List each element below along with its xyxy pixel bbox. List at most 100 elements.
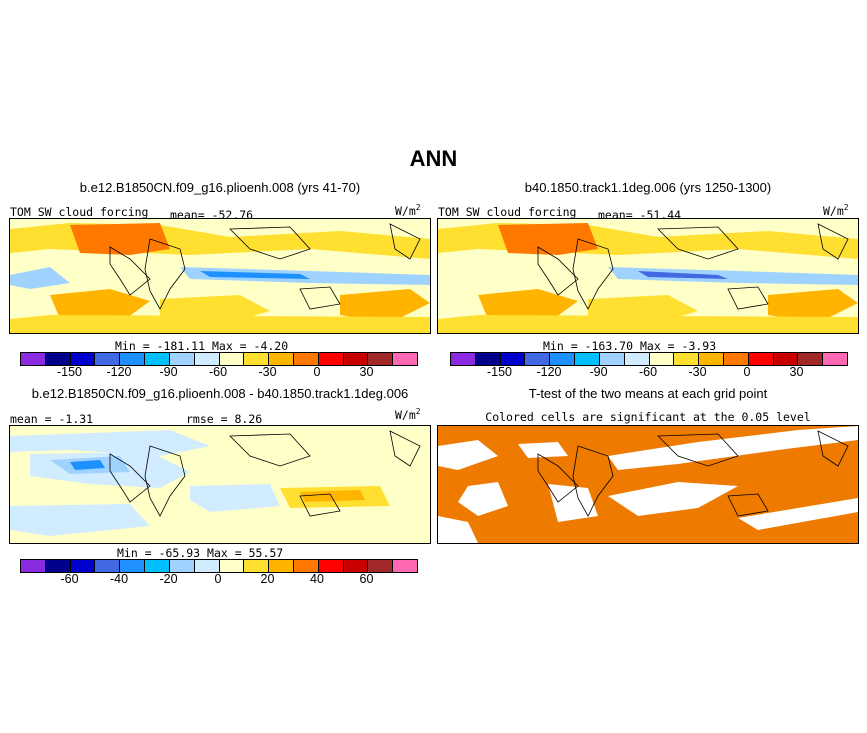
colorbar-swatch xyxy=(773,353,799,365)
colorbar-tick-label: -60 xyxy=(638,365,658,379)
colorbar-swatch xyxy=(145,560,170,572)
colorbar-swatch xyxy=(575,353,600,365)
figure-title: ANN xyxy=(409,146,458,171)
panel-title-top-right: b40.1850.track1.1deg.006 (yrs 1250-1300) xyxy=(524,180,772,195)
colorbar-swatch xyxy=(343,353,369,365)
colorbar-tick-label: 0 xyxy=(313,365,321,379)
colorbar-swatch xyxy=(823,353,847,365)
colorbar-swatch xyxy=(723,353,749,365)
units-label-top-left: W/m2 xyxy=(395,203,421,218)
colorbar-top-right xyxy=(450,352,848,366)
colorbar-labels-top-left: -150 -120 -90 -60 -30 0 30 xyxy=(20,365,416,381)
colorbar-labels-bottom-left: -60 -40 -20 0 20 40 60 xyxy=(20,572,416,588)
colorbar-swatch xyxy=(45,353,71,365)
mean-label-bottom-left: mean = -1.31 xyxy=(10,412,94,426)
min-value-top-right: -163.70 xyxy=(584,339,634,353)
max-value-top-right: -3.93 xyxy=(681,339,717,353)
colorbar-tick-label: -90 xyxy=(589,365,608,379)
colorbar-tick-label: -90 xyxy=(159,365,178,379)
min-max-top-left: Min = -181.11 Max = -4.20 xyxy=(115,339,289,353)
colorbar-swatch xyxy=(674,353,700,365)
colorbar-swatch xyxy=(70,353,96,365)
colorbar-swatch xyxy=(194,353,220,365)
colorbar-tick-label: -20 xyxy=(159,572,178,586)
min-max-top-right: Min = -163.70 Max = -3.93 xyxy=(543,339,717,353)
colorbar-swatch xyxy=(293,353,319,365)
map-panel-top-left xyxy=(9,218,431,334)
map-panel-top-right xyxy=(437,218,859,334)
min-value-top-left: -181.11 xyxy=(156,339,206,353)
colorbar-swatch xyxy=(219,353,245,365)
colorbar-tick-label: -150 xyxy=(486,365,513,379)
colorbar-swatch xyxy=(269,560,294,572)
colorbar-tick-label: -30 xyxy=(688,365,707,379)
panel-title-bottom-left: b.e12.B1850CN.f09_g16.plioenh.008 - b40.… xyxy=(31,386,409,401)
colorbar-swatch xyxy=(500,353,526,365)
colorbar-swatch xyxy=(475,353,501,365)
colorbar-swatch xyxy=(45,560,71,572)
colorbar-swatch xyxy=(393,560,417,572)
colorbar-swatch xyxy=(120,353,146,365)
colorbar-tick-label: -60 xyxy=(208,365,228,379)
panel-title-top-left: b.e12.B1850CN.f09_g16.plioenh.008 (yrs 4… xyxy=(79,180,361,195)
map-panel-bottom-right xyxy=(437,425,859,544)
colorbar-tick-label: 0 xyxy=(743,365,751,379)
colorbar-tick-label: 30 xyxy=(789,365,804,379)
colorbar-swatch xyxy=(95,353,121,365)
colorbar-swatch xyxy=(120,560,146,572)
colorbar-tick-label: -120 xyxy=(536,365,562,379)
colorbar-tick-label: 0 xyxy=(214,572,222,586)
colorbar-swatch xyxy=(624,353,650,365)
colorbar-swatch xyxy=(748,353,774,365)
colorbar-swatch xyxy=(169,353,195,365)
colorbar-swatch xyxy=(169,560,195,572)
colorbar-tick-label: -150 xyxy=(56,365,83,379)
colorbar-labels-top-right: -150 -120 -90 -60 -30 0 30 xyxy=(450,365,846,381)
colorbar-tick-label: 60 xyxy=(359,572,374,586)
colorbar-swatch xyxy=(293,560,319,572)
max-value-top-left: -4.20 xyxy=(253,339,289,353)
colorbar-swatch xyxy=(798,353,824,365)
colorbar-swatch xyxy=(550,353,576,365)
colorbar-swatch xyxy=(21,353,46,365)
units-label-top-right: W/m2 xyxy=(823,203,849,218)
rmse-value-bottom-left: 8.26 xyxy=(234,412,263,426)
colorbar-top-left xyxy=(20,352,418,366)
colorbar-swatch xyxy=(599,353,625,365)
colorbar-swatch xyxy=(525,353,551,365)
colorbar-swatch xyxy=(393,353,417,365)
mean-value-bottom-left: -1.31 xyxy=(58,412,94,426)
min-value-bottom-left: -65.93 xyxy=(158,546,201,560)
colorbar-swatch xyxy=(219,560,245,572)
colorbar-swatch xyxy=(145,353,170,365)
colorbar-swatch xyxy=(244,353,270,365)
colorbar-bottom-left xyxy=(20,559,418,573)
colorbar-tick-label: 40 xyxy=(310,572,324,586)
colorbar-swatch xyxy=(70,560,96,572)
colorbar-swatch xyxy=(318,353,344,365)
units-label-bottom-left: W/m2 xyxy=(395,407,421,422)
colorbar-swatch xyxy=(368,353,394,365)
variable-label-top-right: TOM SW cloud forcing xyxy=(438,205,577,219)
panel-title-bottom-right: T-test of the two means at each grid poi… xyxy=(528,386,768,401)
colorbar-swatch xyxy=(318,560,344,572)
max-value-bottom-left: 55.57 xyxy=(248,546,284,560)
variable-label-top-left: TOM SW cloud forcing xyxy=(10,205,149,219)
colorbar-swatch xyxy=(699,353,724,365)
colorbar-tick-label: -40 xyxy=(109,572,129,586)
colorbar-tick-label: 30 xyxy=(359,365,374,379)
colorbar-swatch xyxy=(95,560,121,572)
colorbar-swatch xyxy=(649,353,675,365)
colorbar-swatch xyxy=(194,560,220,572)
colorbar-swatch xyxy=(368,560,394,572)
rmse-label-bottom-left: rmse = 8.26 xyxy=(186,412,263,426)
colorbar-tick-label: 20 xyxy=(260,572,275,586)
colorbar-swatch xyxy=(451,353,476,365)
colorbar-swatch xyxy=(269,353,294,365)
min-max-bottom-left: Min = -65.93 Max = 55.57 xyxy=(117,546,284,560)
map-panel-bottom-left xyxy=(9,425,431,544)
colorbar-swatch xyxy=(244,560,270,572)
colorbar-swatch xyxy=(343,560,369,572)
colorbar-tick-label: -120 xyxy=(106,365,132,379)
colorbar-swatch xyxy=(21,560,46,572)
